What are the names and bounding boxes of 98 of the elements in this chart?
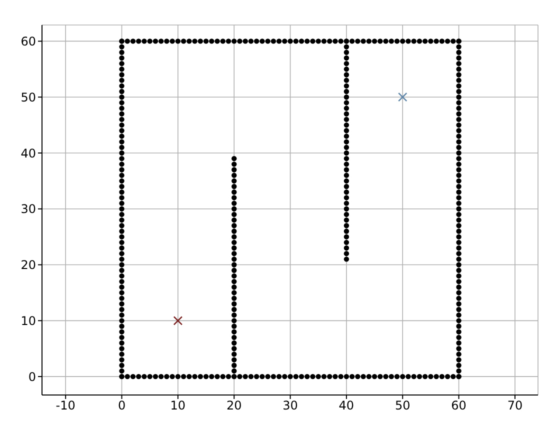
point [344, 60, 350, 66]
point [232, 262, 237, 268]
point [232, 296, 237, 301]
point [344, 234, 350, 240]
point [344, 66, 350, 72]
point [344, 206, 350, 212]
point [173, 316, 183, 326]
x-tick-label: 0 [118, 398, 126, 413]
point [232, 250, 237, 256]
point [232, 374, 237, 380]
point [344, 144, 350, 150]
point [232, 184, 237, 190]
point [344, 150, 350, 156]
point [232, 228, 237, 234]
point [232, 240, 237, 246]
point [232, 245, 237, 251]
point [232, 301, 237, 306]
point [232, 156, 237, 162]
point [344, 83, 350, 89]
point [232, 340, 237, 346]
x-tick-label: -10 [56, 398, 76, 413]
point [232, 212, 237, 218]
point [344, 190, 350, 195]
point [344, 72, 350, 78]
point [232, 256, 237, 262]
point [344, 38, 350, 44]
point [232, 357, 237, 362]
point [232, 234, 237, 240]
point [344, 106, 350, 111]
point [232, 306, 237, 312]
point [232, 162, 237, 167]
point [232, 346, 237, 352]
x-tick-label: 30 [282, 398, 298, 413]
point [344, 195, 350, 200]
point [344, 172, 350, 178]
point [344, 223, 350, 228]
point [344, 162, 350, 167]
point [232, 318, 237, 324]
y-tick-label: 0 [28, 370, 36, 384]
y-tick-label: 50 [20, 90, 36, 104]
point [344, 228, 350, 234]
y-tick-label: 30 [20, 202, 36, 216]
point [232, 167, 237, 172]
x-tick-label: 60 [451, 398, 466, 413]
point [232, 312, 237, 318]
point [344, 55, 350, 61]
y-tick-label: 10 [20, 314, 36, 328]
point [344, 50, 350, 55]
point [344, 250, 350, 256]
point [232, 362, 237, 368]
point [344, 217, 350, 223]
point [232, 273, 237, 279]
point [344, 184, 350, 190]
point [344, 100, 350, 106]
point [344, 134, 350, 139]
point [344, 178, 350, 184]
point [344, 139, 350, 144]
point [344, 44, 350, 50]
point [344, 167, 350, 172]
point [344, 200, 350, 206]
point [344, 111, 350, 116]
point [344, 240, 350, 246]
x-tick-label: 50 [394, 398, 410, 413]
point [344, 88, 350, 94]
point [232, 200, 237, 206]
y-tick-label: 40 [20, 146, 36, 160]
point [232, 172, 237, 178]
point [344, 78, 350, 83]
point [232, 178, 237, 184]
y-tick-label: 20 [20, 258, 36, 272]
point [232, 223, 237, 228]
point [232, 324, 237, 329]
point [232, 368, 237, 374]
point [232, 352, 237, 357]
point [398, 92, 408, 102]
point [344, 128, 350, 134]
point [232, 334, 237, 340]
point [232, 284, 237, 290]
point [232, 329, 237, 334]
point [344, 245, 350, 251]
x-tick-label: 70 [507, 398, 523, 413]
point [344, 116, 350, 122]
point [232, 190, 237, 195]
x-tick-label: 10 [170, 398, 186, 413]
x-tick-label: 40 [338, 398, 354, 413]
point [232, 278, 237, 284]
y-tick-label: 60 [20, 34, 36, 48]
point [232, 217, 237, 223]
point [232, 206, 237, 212]
point [344, 212, 350, 218]
point [344, 94, 350, 100]
point [232, 195, 237, 200]
point [344, 156, 350, 162]
point [344, 256, 350, 262]
x-tick-label: 20 [226, 398, 242, 413]
point [232, 268, 237, 273]
point [344, 122, 350, 128]
point [232, 290, 237, 296]
